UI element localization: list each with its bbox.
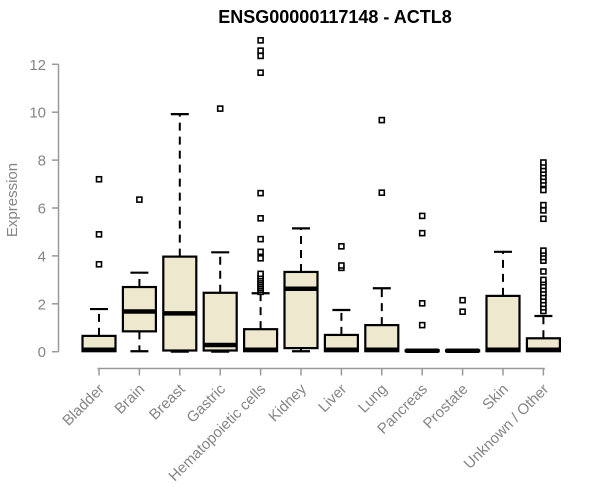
- box-group: [445, 296, 481, 353]
- outlier-point: [378, 189, 386, 196]
- outlier-point: [257, 189, 264, 197]
- chart-title: ENSG00000117148 - ACTL8: [218, 7, 451, 27]
- outlier-point: [540, 201, 547, 209]
- outlier-point: [136, 196, 143, 203]
- outlier-point: [418, 212, 426, 220]
- y-tick-label: 8: [38, 153, 46, 170]
- outlier-point: [95, 231, 103, 238]
- outlier-point: [459, 296, 466, 304]
- outlier-point: [378, 116, 386, 124]
- outlier-point: [216, 105, 224, 112]
- box-group: [283, 227, 319, 353]
- outlier-point: [257, 47, 264, 54]
- outlier-point: [540, 207, 547, 214]
- iqr-box: [162, 255, 198, 352]
- outlier-point: [95, 175, 103, 183]
- outlier-point: [257, 214, 264, 222]
- y-axis-label: Expression: [4, 163, 21, 237]
- outlier-point: [338, 262, 345, 269]
- iqr-box: [283, 270, 319, 350]
- box-group: [202, 105, 238, 353]
- outlier-point: [418, 229, 426, 237]
- outlier-point: [257, 52, 264, 60]
- outlier-point: [540, 186, 547, 194]
- y-tick-label: 12: [29, 57, 46, 74]
- outlier-point: [257, 235, 264, 243]
- outlier-point: [257, 69, 264, 76]
- outlier-point: [540, 268, 547, 275]
- y-tick-label: 10: [29, 105, 46, 122]
- outlier-point: [95, 260, 103, 268]
- iqr-box: [121, 285, 158, 333]
- box-group: [121, 196, 158, 353]
- box-group: [364, 116, 400, 353]
- outlier-point: [257, 254, 264, 262]
- y-tick-label: 2: [38, 296, 46, 313]
- outlier-point: [257, 37, 264, 44]
- iqr-box: [202, 291, 238, 352]
- box-group: [243, 37, 279, 353]
- box-group: [162, 113, 198, 353]
- outlier-point: [459, 308, 466, 316]
- outlier-point: [418, 321, 426, 329]
- box-group: [525, 159, 562, 353]
- outlier-point: [257, 248, 264, 256]
- y-tick-label: 6: [38, 201, 46, 218]
- iqr-box: [485, 294, 521, 353]
- box-group: [485, 250, 521, 353]
- outlier-point: [540, 159, 547, 166]
- outlier-point: [540, 247, 547, 254]
- outlier-point: [257, 270, 264, 278]
- outlier-point: [418, 300, 426, 307]
- outlier-point: [540, 215, 547, 223]
- box-group: [81, 175, 117, 353]
- outlier-point: [338, 243, 345, 250]
- y-tick-label: 0: [38, 344, 46, 361]
- box-group: [323, 243, 359, 353]
- box-group: [404, 212, 440, 353]
- outlier-point: [540, 276, 547, 284]
- iqr-box: [364, 324, 400, 353]
- y-tick-label: 4: [38, 248, 46, 265]
